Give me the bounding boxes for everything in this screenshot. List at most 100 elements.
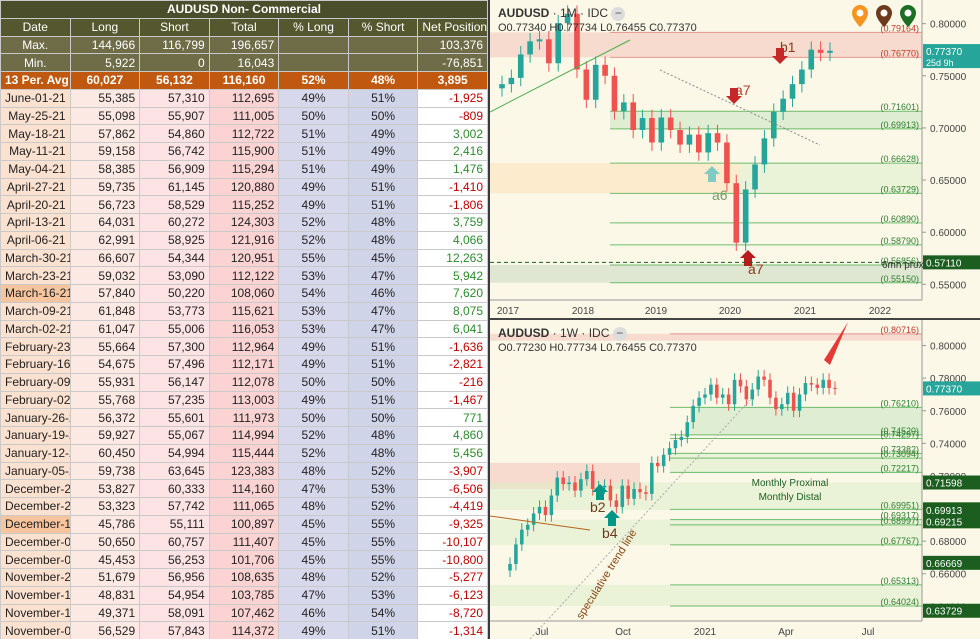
total-cell: 108,060 (208, 284, 280, 303)
pct-short-cell: 51% (347, 88, 419, 108)
long-cell: 56,723 (69, 195, 141, 214)
date-cell: January-19-21 (0, 426, 71, 445)
date-cell: June-01-21 (0, 88, 71, 108)
short-cell: 54,860 (139, 124, 210, 143)
candle-body (715, 384, 719, 398)
annotation-label: b2 (590, 499, 606, 515)
green-marker-icon[interactable] (900, 5, 916, 27)
min-net: -76,851 (417, 53, 488, 72)
weekly-chart[interactable]: (0.80716) (0.76210) (0.74520) (0.74297) (0.7… (490, 318, 980, 639)
time-tick-label: 2019 (645, 306, 668, 317)
long-cell: 45,786 (69, 514, 141, 534)
arrow-icon (726, 88, 742, 104)
date-cell: December-01-20 (0, 550, 71, 569)
candle-body (679, 436, 684, 441)
short-cell: 57,310 (139, 88, 210, 108)
candle-body (821, 379, 825, 388)
level-label: (0.69913) (880, 120, 919, 130)
candle-body (644, 492, 648, 494)
candle-body (732, 379, 737, 405)
short-cell: 56,956 (139, 568, 210, 587)
demand-supply-zone (740, 163, 922, 194)
price-tag-value: 0.71598 (926, 478, 963, 489)
table-row: March-16-21 57,840 50,220 108,060 54% 46% 7,62… (0, 284, 488, 303)
date-cell: November-03-20 (0, 621, 71, 639)
time-tick-label: 2021 (694, 627, 717, 638)
max-label: Max. (0, 35, 71, 55)
total-cell: 120,880 (208, 177, 280, 197)
pct-short-cell: 50% (347, 106, 419, 126)
total-cell: 107,462 (208, 603, 280, 623)
candle-body (520, 529, 524, 545)
avg-total: 116,160 (208, 71, 280, 90)
brown-marker-icon[interactable] (876, 5, 892, 27)
level-label: (0.69951) (880, 500, 919, 510)
candle-body (592, 64, 599, 100)
table-row: December-01-2045,45356,253101,70645%55%-… (0, 550, 488, 569)
pct-short-cell: 45% (347, 248, 419, 268)
marker-icons[interactable] (850, 3, 918, 29)
candle-body (803, 383, 808, 395)
long-cell: 45,453 (69, 550, 141, 569)
pct-long-cell: 52% (278, 426, 349, 445)
price-tag (923, 603, 980, 618)
long-cell: 57,840 (69, 284, 141, 303)
pct-long-cell: 50% (278, 408, 349, 427)
pct-short-cell: 49% (347, 159, 419, 179)
pct-long-cell: 48% (278, 461, 349, 481)
net-cell: -1,410 (417, 177, 488, 197)
price-tag-value: 0.69215 (926, 517, 963, 528)
total-cell: 123,383 (208, 461, 280, 481)
price-tick-label: 0.60000 (930, 228, 967, 239)
level-label: (0.67767) (880, 536, 919, 546)
price-tick-label: 0.68000 (930, 537, 967, 548)
column-header: Total (208, 17, 280, 37)
short-cell: 55,601 (139, 408, 210, 427)
avg-ps: 48% (347, 71, 419, 90)
net-cell: -1,314 (417, 621, 488, 639)
table-row: March-09-21 61,848 53,773 115,621 53% 47% 8,07… (0, 301, 488, 321)
long-cell: 55,098 (69, 106, 141, 126)
net-cell: 6,041 (417, 319, 488, 339)
net-cell: 4,860 (417, 426, 488, 445)
table-row: April-06-21 62,991 58,925 121,916 52% 48% 4,06… (0, 230, 488, 250)
demand-supply-zone (490, 163, 740, 194)
long-cell: 58,385 (69, 159, 141, 179)
net-cell: -1,925 (417, 88, 488, 108)
time-tick-label: 2018 (572, 306, 595, 317)
min-long: 5,922 (69, 53, 141, 72)
collapse-icon[interactable]: − (612, 327, 627, 341)
symbol: AUDUSD (498, 326, 550, 340)
annotation-label: Monthly Proximal (752, 478, 829, 489)
level-label: (0.76770) (880, 48, 919, 58)
table-row: June-01-21 55,385 57,310 112,695 49% 51% -1,92… (0, 88, 488, 108)
short-cell: 50,220 (139, 284, 210, 303)
candle-body (761, 138, 768, 165)
demand-supply-zone (690, 407, 922, 435)
monthly-chart[interactable]: (0.79164) (0.76770) (0.71601) (0.69913) (0.6… (490, 0, 980, 318)
candle-body (639, 118, 646, 131)
date-cell: February-16-21 (0, 355, 71, 374)
weekly-chart-svg[interactable]: (0.80716) (0.76210) (0.74520)(0.74297) (0.7… (490, 320, 980, 639)
demand-supply-zone (490, 333, 922, 341)
collapse-icon[interactable]: − (611, 7, 626, 21)
symbol: AUDUSD (498, 6, 550, 20)
pct-long-cell: 46% (278, 603, 349, 623)
trend-line (659, 69, 821, 146)
candle-body (720, 394, 725, 398)
orange-marker-icon[interactable] (852, 5, 868, 27)
candle-body (549, 495, 554, 516)
candle-body (809, 383, 814, 385)
long-cell: 59,158 (69, 142, 141, 161)
candle-body (655, 462, 660, 467)
candle-body (695, 134, 702, 153)
pct-short-cell: 47% (347, 301, 419, 321)
price-tag-value: 0.66669 (926, 559, 963, 570)
date-cell: April-20-21 (0, 195, 71, 214)
max-pct-short (347, 35, 419, 55)
table-row: November-17-2048,83154,954103,78547%53%-… (0, 585, 488, 605)
avg-long: 60,027 (69, 71, 141, 90)
monthly-chart-svg[interactable]: (0.79164) (0.76770) (0.71601) (0.69913) (0.6… (490, 0, 980, 318)
table-row: May-11-21 59,158 56,742 115,900 51% 49% 2,416 (0, 142, 488, 161)
pct-short-cell: 51% (347, 195, 419, 214)
